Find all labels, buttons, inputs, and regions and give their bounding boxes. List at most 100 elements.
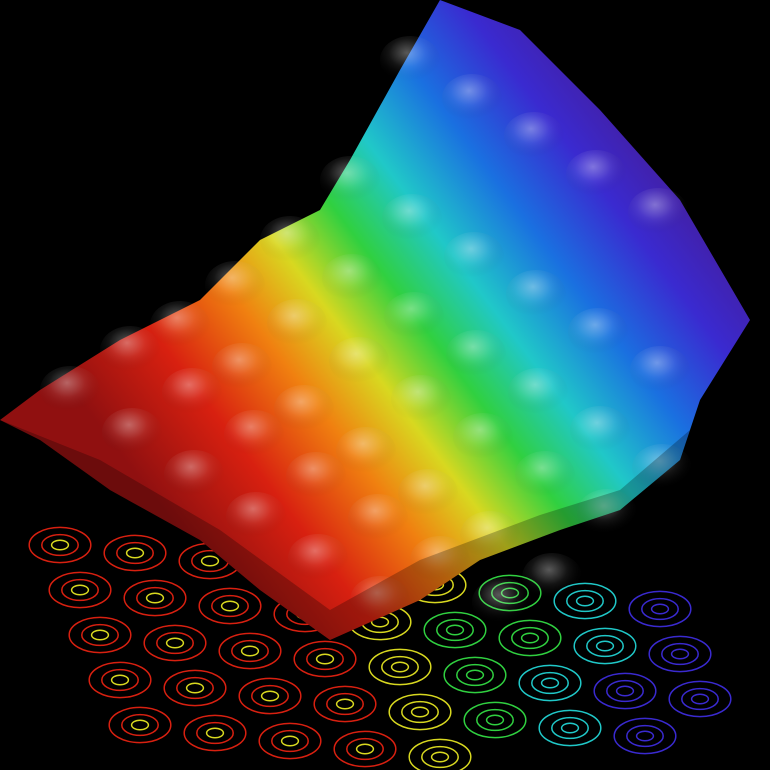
contour-line xyxy=(88,661,152,699)
wave-peak xyxy=(164,450,224,498)
contour-line xyxy=(70,584,90,596)
wave-peak xyxy=(410,536,470,584)
wave-peak xyxy=(100,326,160,374)
wave-peak xyxy=(150,301,210,349)
wave-peak xyxy=(226,492,286,540)
contour-line xyxy=(613,717,677,755)
contour-line xyxy=(606,679,644,703)
contour-line xyxy=(156,631,194,655)
wave-peak xyxy=(162,368,222,416)
wave-peak xyxy=(504,112,564,160)
contour-line xyxy=(196,721,234,745)
contour-line xyxy=(445,624,465,636)
contour-line xyxy=(410,706,430,718)
contour-line xyxy=(313,685,377,723)
contour-line xyxy=(61,578,99,602)
contour-line xyxy=(116,541,154,565)
contour-line xyxy=(498,619,562,657)
wave-peak xyxy=(628,188,688,236)
contour-line xyxy=(476,708,514,732)
wave-peak xyxy=(446,330,506,378)
contour-line xyxy=(251,684,289,708)
contour-line xyxy=(200,555,220,567)
contour-line xyxy=(68,616,132,654)
contour-line xyxy=(123,579,187,617)
contour-line xyxy=(670,648,690,660)
contour-line xyxy=(408,738,472,770)
wave-peak xyxy=(348,494,408,542)
contour-line xyxy=(436,618,474,642)
contour-line xyxy=(648,635,712,673)
contour-line xyxy=(690,693,710,705)
contour-line xyxy=(28,526,92,564)
contour-line xyxy=(641,597,679,621)
contour-line xyxy=(315,653,335,665)
wave-peak xyxy=(442,74,502,122)
contour-line xyxy=(103,534,167,572)
contour-line xyxy=(41,533,79,557)
contour-line xyxy=(668,680,732,718)
contour-line xyxy=(355,743,375,755)
contour-line xyxy=(260,690,280,702)
contour-line xyxy=(593,672,657,710)
contour-line xyxy=(540,677,560,689)
contour-line xyxy=(258,722,322,760)
contour-line xyxy=(626,724,664,748)
wave-peak xyxy=(286,452,346,500)
contour-line xyxy=(231,639,269,663)
wave-peak xyxy=(102,408,162,456)
wave-peak xyxy=(630,346,690,394)
contour-line xyxy=(465,669,485,681)
wave-peak xyxy=(472,578,532,626)
contour-line xyxy=(566,589,604,613)
contour-line xyxy=(326,692,364,716)
contour-line xyxy=(293,640,357,678)
contour-line xyxy=(306,647,344,671)
contour-line xyxy=(401,700,439,724)
contour-line xyxy=(485,714,505,726)
contour-line xyxy=(346,737,384,761)
contour-line xyxy=(628,590,692,628)
contour-line xyxy=(211,594,249,618)
contour-line xyxy=(553,582,617,620)
contour-line xyxy=(176,676,214,700)
wave-peak xyxy=(320,156,380,204)
contour-line xyxy=(573,627,637,665)
contour-line xyxy=(560,722,580,734)
contour-line xyxy=(586,634,624,658)
contour-line xyxy=(81,623,119,647)
contour-line xyxy=(218,632,282,670)
contour-line xyxy=(520,632,540,644)
wave-peak xyxy=(40,366,100,414)
wave-peak xyxy=(205,261,265,309)
contour-line xyxy=(163,669,227,707)
wave-peak xyxy=(274,385,334,433)
wave-peak xyxy=(398,469,458,517)
contour-line xyxy=(335,698,355,710)
surface-shadow xyxy=(0,400,700,640)
contour-line xyxy=(130,719,150,731)
contour-line xyxy=(271,729,309,753)
wave-peak xyxy=(212,343,272,391)
wave-peak xyxy=(350,576,410,624)
wave-peak xyxy=(260,216,320,264)
wave-peak xyxy=(329,337,389,385)
contour-line xyxy=(551,716,589,740)
contour-line xyxy=(681,687,719,711)
contour-line xyxy=(145,592,165,604)
contour-line xyxy=(456,663,494,687)
contour-line xyxy=(661,642,699,666)
contour-line xyxy=(390,661,410,673)
contour-line xyxy=(381,655,419,679)
wave-peaks xyxy=(40,36,692,626)
wave-peak xyxy=(508,368,568,416)
contour-line xyxy=(421,745,459,769)
wave-peak xyxy=(453,413,513,461)
wave-peak xyxy=(382,194,442,242)
contour-line xyxy=(108,706,172,744)
contour-line xyxy=(238,677,302,715)
contour-line xyxy=(90,629,110,641)
wave-peak xyxy=(515,451,575,499)
contour-line xyxy=(635,730,655,742)
